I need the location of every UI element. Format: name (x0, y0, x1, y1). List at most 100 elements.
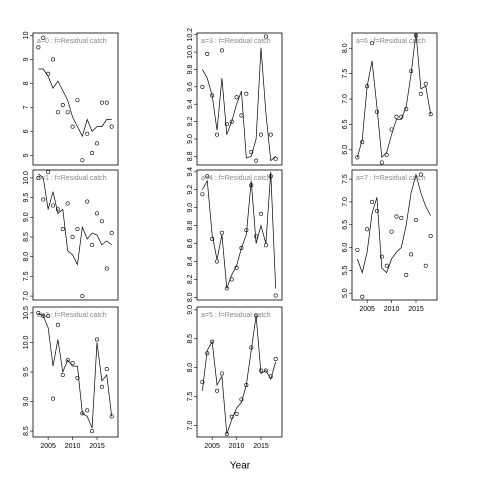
data-point (55, 207, 60, 212)
data-point (384, 263, 389, 268)
data-point (219, 48, 224, 53)
data-point (60, 227, 65, 232)
data-point (418, 172, 423, 177)
x-tick-label: 2010 (229, 443, 245, 450)
y-tick-label: 7 (23, 105, 30, 109)
x-tick-label: 2010 (65, 443, 81, 450)
y-tick-label: 8.0 (342, 43, 349, 53)
y-tick-label: 7.0 (187, 420, 194, 430)
y-tick-label: 8.0 (23, 252, 30, 262)
y-tick-label: 6.0 (342, 243, 349, 253)
y-tick-label: 9 (23, 57, 30, 61)
data-point (104, 367, 109, 372)
data-point (219, 371, 224, 376)
data-point (75, 375, 80, 380)
y-tick-label: 5.0 (342, 288, 349, 298)
y-tick-label: 8.8 (187, 221, 194, 231)
data-point (215, 132, 220, 137)
y-tick-label: 8.5 (187, 334, 194, 344)
data-point (75, 98, 80, 103)
data-point (51, 57, 56, 62)
data-point (365, 227, 370, 232)
data-point (263, 34, 268, 39)
data-point (224, 122, 229, 127)
y-tick-label: 7.5 (342, 69, 349, 79)
data-point (90, 429, 95, 434)
panel-frame (32, 169, 119, 301)
data-point (70, 361, 75, 366)
data-point (409, 252, 414, 257)
data-point (258, 211, 263, 216)
data-point (70, 124, 75, 129)
y-tick-label: 8.0 (187, 363, 194, 373)
data-point (41, 197, 46, 202)
x-tick-label: 2015 (89, 443, 105, 450)
panel-title: a=6 : f=Residual catch (356, 38, 426, 45)
data-point (273, 156, 278, 161)
data-point (205, 51, 210, 56)
y-tick-label: 7.5 (23, 271, 30, 281)
y-tick-label: 9.6 (187, 82, 194, 92)
data-point (399, 215, 404, 220)
panel-frame (196, 169, 283, 301)
data-point (254, 158, 259, 163)
panel-frame (32, 32, 119, 166)
data-point (36, 45, 41, 50)
data-line (202, 315, 276, 435)
y-tick-label: 7.0 (342, 197, 349, 207)
data-point (46, 169, 51, 174)
data-point (404, 272, 409, 277)
data-point (389, 229, 394, 234)
data-point (90, 151, 95, 156)
data-point (355, 247, 360, 252)
x-tick-label: 2010 (384, 306, 400, 313)
data-line (38, 312, 112, 429)
data-point (60, 103, 65, 108)
data-point (46, 313, 51, 318)
data-point (215, 259, 220, 264)
data-point (379, 254, 384, 259)
data-point (99, 384, 104, 389)
data-point (200, 84, 205, 89)
panel-title: a=0 : f=Residual catch (37, 38, 107, 45)
panel-title: a=4 : f=Residual catch (201, 175, 271, 182)
data-point (239, 246, 244, 251)
panel-title: a=3 : f=Residual catch (201, 38, 271, 45)
data-point (99, 100, 104, 105)
data-point (41, 313, 46, 318)
data-point (99, 219, 104, 224)
y-tick-label: 6.0 (342, 145, 349, 155)
data-point (234, 95, 239, 100)
data-point (85, 131, 90, 136)
data-line (202, 47, 276, 162)
data-point (394, 114, 399, 119)
y-tick-label: 8 (23, 81, 30, 85)
y-tick-label: 10.0 (23, 171, 30, 185)
data-point (428, 234, 433, 239)
data-point (85, 408, 90, 413)
panel-frame (196, 306, 283, 438)
y-tick-label: 9.0 (187, 305, 194, 315)
data-point (205, 174, 210, 179)
data-point (41, 35, 46, 40)
data-point (200, 380, 205, 385)
data-point (263, 243, 268, 248)
x-tick-label: 2005 (204, 443, 220, 450)
x-axis-label: Year (230, 461, 251, 472)
y-tick-label: 9.0 (23, 397, 30, 407)
y-tick-label: 7.5 (187, 392, 194, 402)
panel-title: a=7 : f=Residual catch (356, 175, 426, 182)
x-tick-label: 2015 (408, 306, 424, 313)
data-point (65, 358, 70, 363)
panel-frame (196, 32, 283, 166)
y-tick-label: 7.0 (342, 94, 349, 104)
y-tick-label: 7.5 (342, 174, 349, 184)
y-tick-label: 9.0 (187, 134, 194, 144)
data-point (200, 192, 205, 197)
x-tick-label: 2005 (40, 443, 56, 450)
data-point (215, 388, 220, 393)
data-line (357, 173, 431, 274)
data-point (219, 230, 224, 235)
